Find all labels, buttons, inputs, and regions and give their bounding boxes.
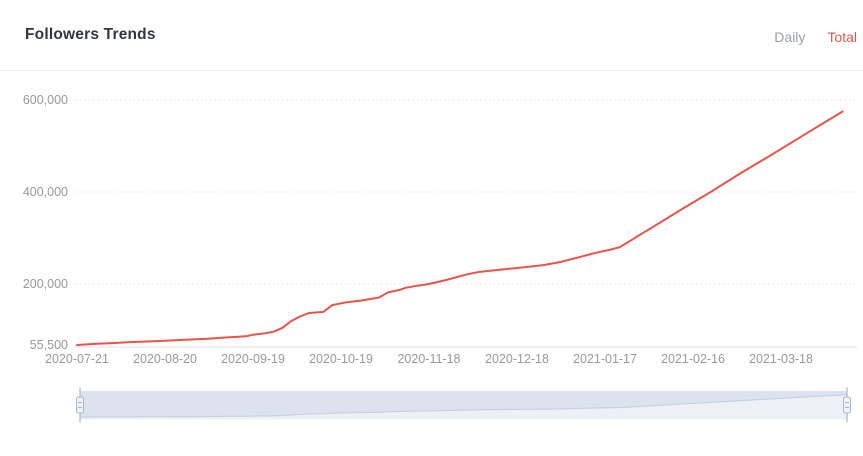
- y-tick-label: 600,000: [23, 93, 68, 107]
- y-tick-label: 400,000: [23, 185, 68, 199]
- x-tick-label: 2021-03-18: [749, 352, 813, 366]
- y-tick-label: 200,000: [23, 277, 68, 291]
- x-tick-label: 2020-07-21: [45, 352, 109, 366]
- x-tick-label: 2021-01-17: [573, 352, 637, 366]
- slider-data-shadow: [80, 394, 847, 420]
- x-tick-label: 2020-11-18: [397, 352, 460, 366]
- x-tick-label: 2020-08-20: [133, 352, 197, 366]
- chart-mode-tabs: Daily Total: [774, 29, 857, 45]
- chart-title: Followers Trends: [25, 26, 156, 43]
- x-tick-label: 2020-10-19: [309, 352, 373, 366]
- x-tick-label: 2020-09-19: [221, 352, 285, 366]
- slider-data-shadow-line: [79, 394, 848, 418]
- slider-handle-right[interactable]: [843, 396, 851, 414]
- total-followers-line: [76, 110, 844, 346]
- x-tick-label: 2021-02-16: [661, 352, 725, 366]
- tab-total[interactable]: Total: [827, 29, 857, 45]
- tab-daily[interactable]: Daily: [774, 29, 806, 45]
- y-tick-label: 55,500: [30, 338, 68, 352]
- x-tick-label: 2020-12-18: [485, 352, 549, 366]
- header-divider: [0, 70, 863, 71]
- slider-handle-left[interactable]: [76, 396, 84, 414]
